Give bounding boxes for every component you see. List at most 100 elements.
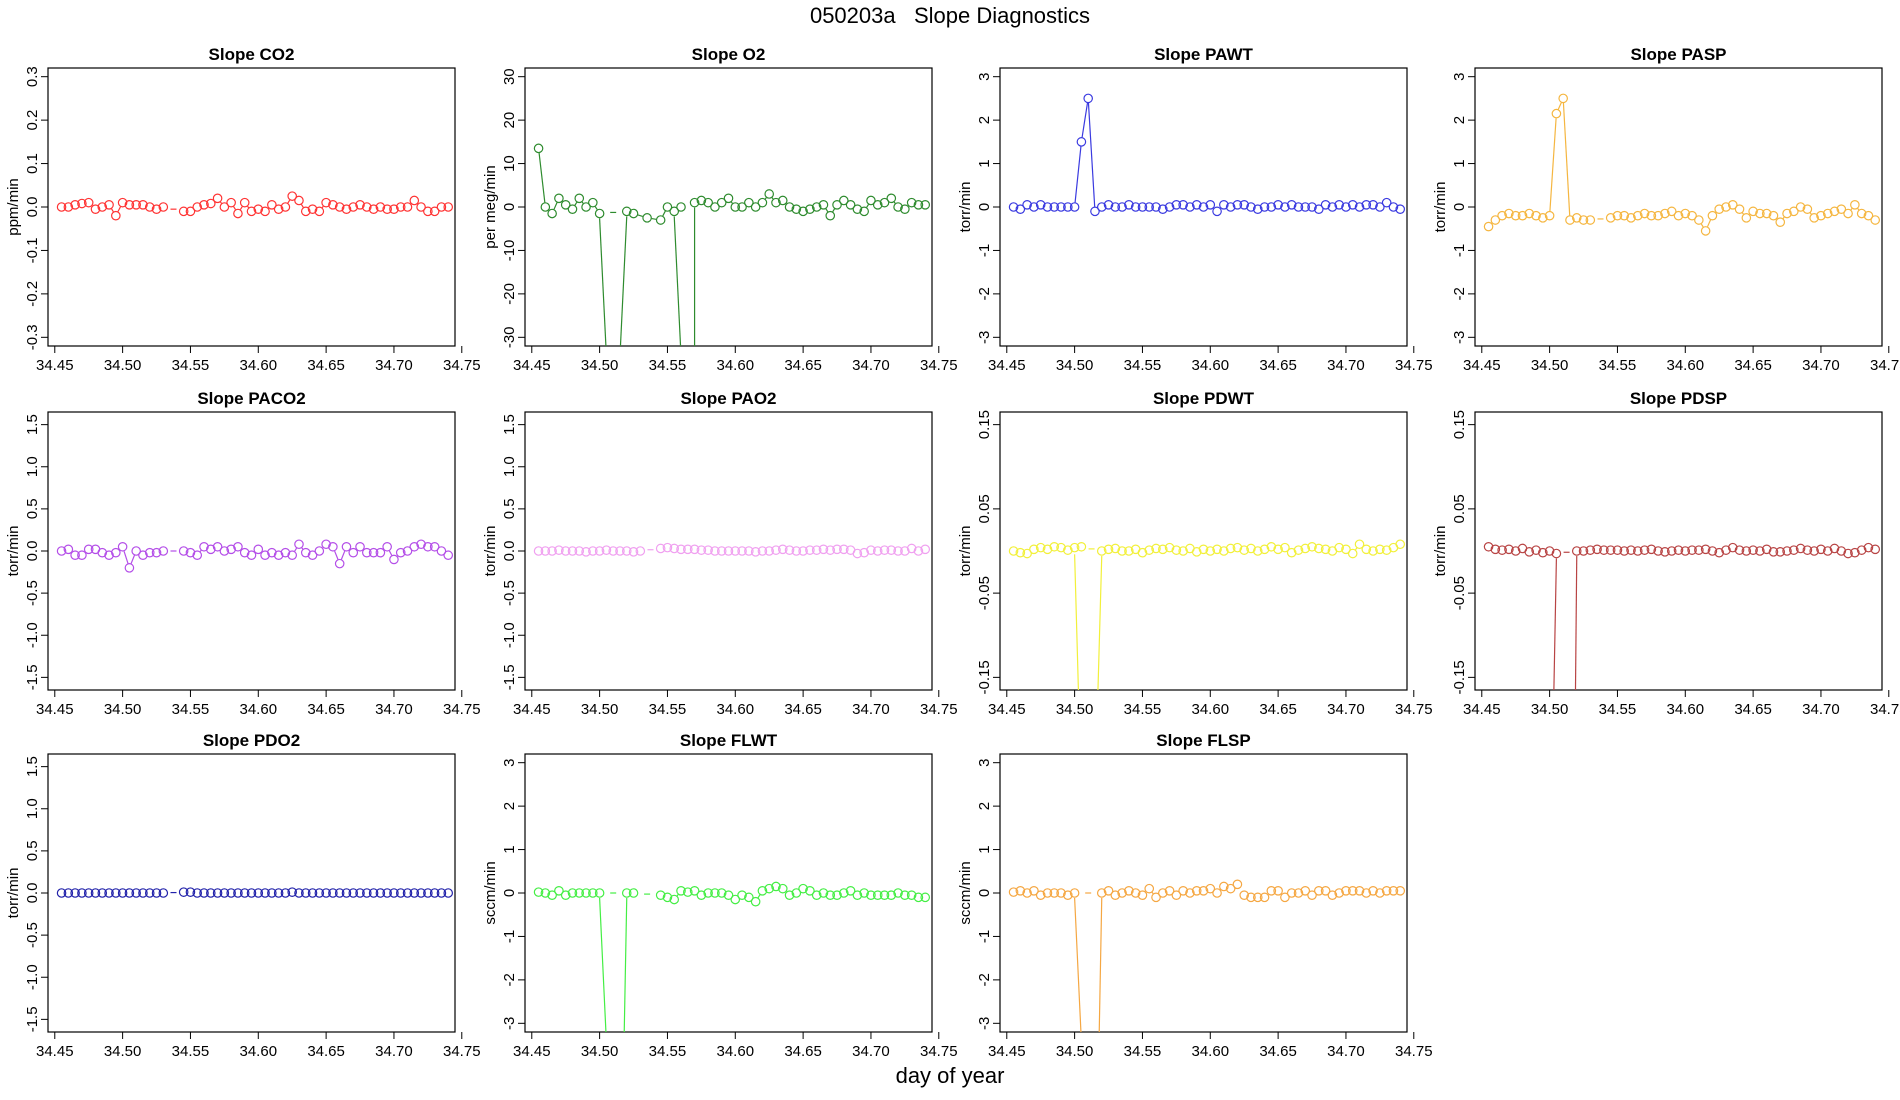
data-point [307, 204, 318, 214]
data-point [443, 202, 454, 212]
data-point [1633, 210, 1643, 221]
data-point [1212, 888, 1222, 898]
data-point [696, 195, 707, 206]
x-tick-label: 34.70 [852, 1043, 890, 1060]
plot-frame [999, 753, 1408, 1033]
y-tick-label: -1 [976, 244, 993, 257]
x-tick-label: 34.75 [920, 701, 958, 718]
data-point [239, 888, 250, 898]
data-point [287, 887, 297, 897]
data-point [866, 545, 876, 555]
y-axis-label: sccm/min [957, 861, 974, 924]
x-tick-label: 34.70 [375, 357, 413, 374]
data-point [1578, 546, 1589, 556]
data-point [567, 204, 578, 214]
data-point [676, 202, 686, 212]
data-point [655, 543, 666, 554]
data-point [737, 546, 747, 556]
data-point [655, 890, 666, 900]
panel-title: Slope PAO2 [680, 389, 776, 408]
data-point [328, 200, 338, 210]
y-tick-label: -1 [501, 930, 518, 943]
data-point [1605, 545, 1616, 555]
data-point [280, 202, 291, 212]
data-point [839, 888, 849, 898]
x-tick-label: 34.45 [988, 701, 1026, 718]
data-point [1069, 202, 1080, 212]
panel-slope-paco2: Slope PACO2 torr/min -1.5 -1.0 -0.5 0.0 0.5 1.0… [5, 389, 481, 718]
x-tick-label: 34.55 [172, 357, 210, 374]
data-point [1008, 546, 1019, 556]
data-point [219, 546, 230, 556]
data-point [1259, 892, 1270, 903]
data-point [676, 886, 686, 896]
data-point [852, 548, 863, 559]
x-tick-label: 34.60 [240, 701, 278, 718]
data-point [1171, 545, 1182, 555]
x-tick-label: 34.55 [1599, 357, 1637, 374]
series-line [757, 894, 761, 899]
series-line [538, 152, 546, 203]
data-point [1660, 208, 1670, 219]
y-tick-label: 0.15 [1451, 410, 1468, 439]
data-point [1368, 200, 1378, 210]
data-point [581, 547, 591, 557]
x-tick-label: 34.45 [36, 701, 74, 718]
data-point [1327, 202, 1338, 212]
panel-title: Slope PDWT [1153, 389, 1255, 408]
data-point [1768, 210, 1779, 221]
panel-slope-co2: Slope CO2 ppm/min -0.3 -0.2 -0.1 0.0 0.1 0.2 0.3… [5, 45, 481, 374]
data-point [1375, 202, 1385, 212]
series-line [321, 205, 324, 209]
data-point [1314, 204, 1324, 214]
data-point [805, 886, 815, 896]
y-tick-label: 2 [976, 116, 993, 124]
data-point [1707, 210, 1718, 221]
data-point [906, 890, 917, 900]
panel-slope-pao2: Slope PAO2 torr/min -1.5 -1.0 -0.5 0.0 0.5 1.0 1… [482, 389, 958, 718]
data-point [682, 887, 693, 897]
data-point [1483, 541, 1494, 552]
x-tick-label: 34.55 [172, 1043, 210, 1060]
data-point [117, 197, 128, 208]
y-tick-label: -0.2 [24, 281, 41, 307]
data-point [1795, 202, 1806, 212]
data-point [1232, 200, 1243, 210]
data-point [362, 202, 372, 212]
data-point [1585, 215, 1596, 225]
data-point [1680, 546, 1691, 556]
y-tick-label: 0.5 [501, 498, 518, 519]
data-point [1775, 547, 1786, 557]
data-layer [1483, 541, 1881, 690]
data-point [1870, 544, 1881, 555]
x-tick-label: 34.50 [1056, 357, 1094, 374]
y-tick-label: -1.0 [24, 622, 41, 648]
x-tick-label: 34.75 [1395, 1043, 1433, 1060]
data-point [178, 546, 189, 556]
y-tick-label: 0.15 [976, 410, 993, 439]
data-point [1490, 544, 1501, 555]
y-tick-label: -3 [501, 1017, 518, 1030]
data-point [1490, 215, 1501, 225]
data-point [588, 546, 598, 556]
data-point [1341, 544, 1351, 555]
series-line [1857, 208, 1860, 211]
data-point [547, 546, 557, 556]
x-tick-label: 34.50 [581, 701, 619, 718]
y-tick-label: 0 [976, 203, 993, 211]
data-point [1531, 545, 1541, 555]
data-point [83, 197, 94, 208]
data-point [567, 546, 578, 556]
data-point [389, 888, 399, 898]
data-point [1252, 204, 1263, 214]
data-point [1694, 545, 1704, 555]
series-line [239, 206, 243, 210]
data-point [1246, 892, 1256, 903]
data-point [341, 204, 352, 214]
y-tick-label: 3 [976, 759, 993, 767]
data-point [1761, 544, 1772, 555]
data-point [1015, 547, 1026, 558]
data-point [1103, 886, 1114, 896]
data-point [1836, 204, 1847, 214]
series-line [247, 205, 250, 209]
